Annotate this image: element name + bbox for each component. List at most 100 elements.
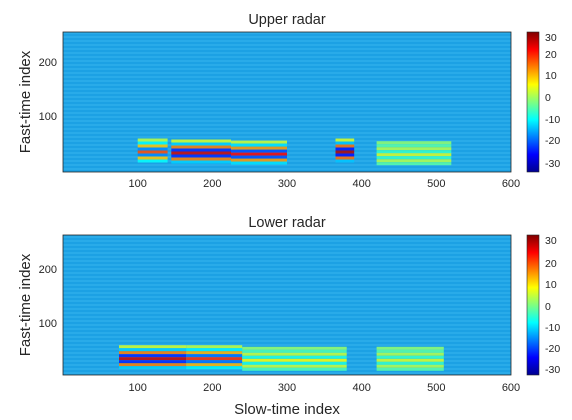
heatmap-band bbox=[137, 147, 168, 151]
heatmap-band bbox=[186, 363, 243, 367]
heatmap-band bbox=[231, 140, 287, 144]
upper-heatmap-regions bbox=[137, 138, 452, 166]
heatmap-band bbox=[186, 366, 243, 370]
upper-colorbar: 30 20 10 0 -10 -20 -30 bbox=[526, 31, 560, 173]
heatmap-band bbox=[137, 150, 168, 154]
upper-colorbar-tick: 10 bbox=[545, 70, 557, 82]
heatmap-band bbox=[376, 156, 452, 160]
lower-colorbar-tick: 30 bbox=[545, 235, 557, 247]
heatmap-band bbox=[186, 351, 243, 355]
upper-radar-panel: Upper radar 100 200 300 400 500 600 200 … bbox=[17, 12, 560, 190]
heatmap-band bbox=[137, 144, 168, 148]
heatmap-band bbox=[186, 348, 243, 352]
lower-radar-panel: Lower radar 100 200 300 400 500 600 200 … bbox=[17, 215, 560, 418]
heatmap-band bbox=[171, 154, 231, 158]
heatmap-band bbox=[376, 150, 452, 154]
heatmap-band bbox=[231, 158, 287, 162]
upper-x-ticks: 100 200 300 400 500 600 bbox=[129, 178, 521, 190]
heatmap-band bbox=[231, 146, 287, 150]
upper-radar-title: Upper radar bbox=[248, 12, 326, 28]
heatmap-band bbox=[376, 346, 444, 350]
heatmap-band bbox=[376, 355, 444, 359]
lower-y-tick: 100 bbox=[39, 318, 57, 330]
upper-y-tick: 200 bbox=[39, 57, 57, 69]
lower-x-ticks: 100 200 300 400 500 600 bbox=[129, 382, 521, 394]
heatmap-band bbox=[242, 355, 347, 359]
lower-colorbar-tick: 0 bbox=[545, 301, 551, 313]
heatmap-band bbox=[119, 348, 187, 352]
upper-y-tick: 100 bbox=[39, 111, 57, 123]
upper-heatmap bbox=[62, 31, 512, 173]
heatmap-band bbox=[137, 156, 168, 160]
heatmap-band bbox=[335, 156, 355, 160]
heatmap-band bbox=[231, 161, 287, 165]
lower-x-tick: 500 bbox=[427, 382, 445, 394]
heatmap-band bbox=[186, 360, 243, 364]
upper-colorbar-gradient bbox=[526, 31, 540, 173]
heatmap-band bbox=[376, 153, 452, 157]
x-axis-label: Slow-time index bbox=[234, 401, 340, 418]
heatmap-band bbox=[242, 361, 347, 365]
upper-axes-box bbox=[62, 31, 512, 173]
lower-x-tick: 300 bbox=[278, 382, 296, 394]
upper-x-tick: 300 bbox=[278, 178, 296, 190]
lower-colorbar-tick: 10 bbox=[545, 279, 557, 291]
heatmap-band bbox=[119, 357, 187, 361]
heatmap-band bbox=[119, 345, 187, 349]
heatmap-band bbox=[376, 159, 452, 163]
lower-x-tick: 600 bbox=[502, 382, 520, 394]
heatmap-band bbox=[335, 159, 355, 163]
lower-colorbar-tick: -10 bbox=[545, 322, 560, 334]
heatmap-band bbox=[242, 346, 347, 350]
heatmap-band bbox=[137, 153, 168, 157]
upper-colorbar-tick: 30 bbox=[545, 32, 557, 44]
heatmap-band bbox=[335, 141, 355, 145]
heatmap-band bbox=[376, 358, 444, 362]
heatmap-band bbox=[376, 361, 444, 365]
upper-colorbar-tick: 0 bbox=[545, 92, 551, 104]
heatmap-band bbox=[186, 354, 243, 358]
lower-colorbar-tick: 20 bbox=[545, 258, 557, 270]
lower-x-tick: 200 bbox=[203, 382, 221, 394]
upper-colorbar-tick: 20 bbox=[545, 49, 557, 61]
lower-heatmap bbox=[62, 234, 512, 376]
lower-colorbar-tick: -30 bbox=[545, 364, 560, 376]
heatmap-band bbox=[171, 142, 231, 146]
heatmap-band bbox=[231, 155, 287, 159]
upper-x-tick: 400 bbox=[353, 178, 371, 190]
lower-x-tick: 400 bbox=[353, 382, 371, 394]
heatmap-band bbox=[376, 147, 452, 151]
heatmap-band bbox=[376, 144, 452, 148]
upper-colorbar-tick: -30 bbox=[545, 158, 560, 170]
heatmap-band bbox=[186, 345, 243, 349]
heatmap-band bbox=[231, 143, 287, 147]
upper-colorbar-tick: -10 bbox=[545, 114, 560, 126]
upper-x-tick: 200 bbox=[203, 178, 221, 190]
heatmap-band bbox=[137, 159, 168, 163]
heatmap-band bbox=[335, 147, 355, 151]
heatmap-band bbox=[242, 364, 347, 368]
heatmap-band bbox=[335, 144, 355, 148]
heatmap-band bbox=[376, 162, 452, 166]
heatmap-band bbox=[137, 138, 168, 142]
heatmap-band bbox=[242, 352, 347, 356]
lower-colorbar-gradient bbox=[526, 234, 540, 376]
heatmap-band bbox=[376, 141, 452, 145]
lower-y-ticks: 200 100 bbox=[39, 264, 57, 330]
heatmap-band bbox=[186, 357, 243, 361]
heatmap-band bbox=[231, 149, 287, 153]
upper-y-axis-label: Fast-time index bbox=[17, 50, 34, 153]
heatmap-band bbox=[242, 367, 347, 371]
heatmap-band bbox=[171, 148, 231, 152]
heatmap-band bbox=[119, 351, 187, 355]
upper-x-tick: 100 bbox=[129, 178, 147, 190]
heatmap-band bbox=[171, 160, 231, 164]
upper-y-ticks: 200 100 bbox=[39, 57, 57, 123]
heatmap-band bbox=[171, 151, 231, 155]
heatmap-band bbox=[376, 352, 444, 356]
heatmap-band bbox=[242, 358, 347, 362]
heatmap-band bbox=[335, 150, 355, 154]
lower-y-tick: 200 bbox=[39, 264, 57, 276]
lower-y-axis-label: Fast-time index bbox=[17, 253, 34, 356]
